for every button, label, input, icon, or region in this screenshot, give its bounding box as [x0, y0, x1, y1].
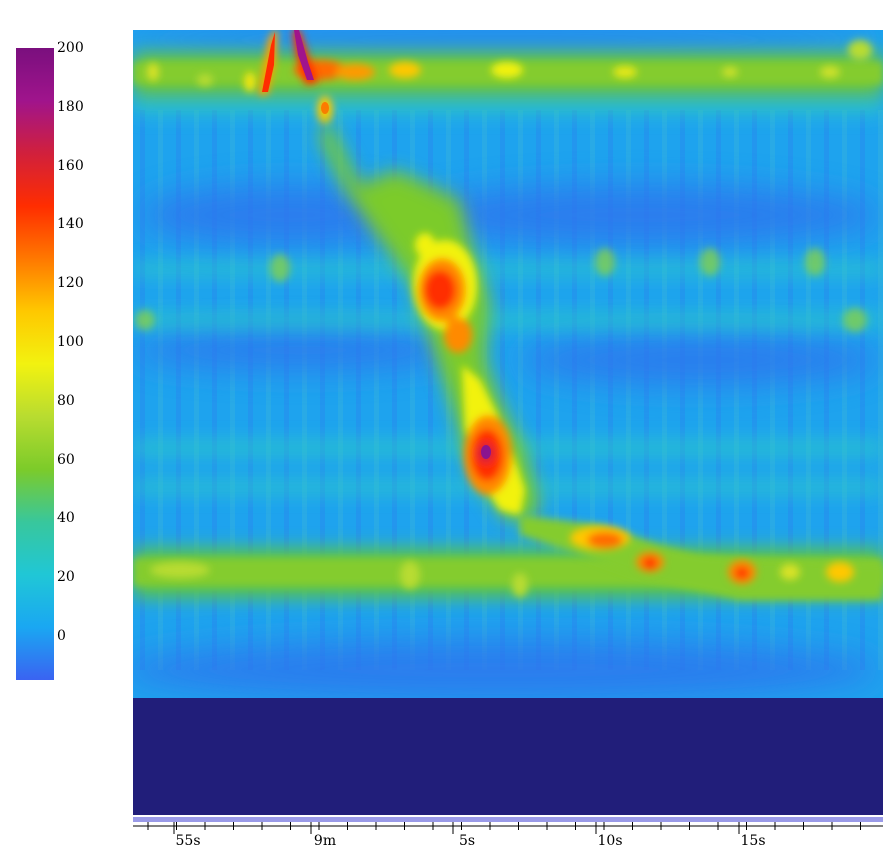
- top-band: [133, 30, 883, 124]
- background-band-spots: [135, 248, 867, 332]
- heatmap-field: [133, 30, 883, 698]
- striation: [338, 110, 343, 670]
- x-tick-label: 15s: [741, 833, 766, 849]
- colorbar-tick-label: 0: [57, 627, 66, 644]
- striation: [608, 110, 613, 670]
- lower-band: [133, 515, 883, 600]
- striation: [626, 110, 631, 670]
- top-band-spots: [147, 40, 872, 92]
- striation: [212, 110, 217, 670]
- hot-spot-core: [481, 445, 491, 459]
- striation: [806, 110, 811, 670]
- striation: [824, 110, 829, 670]
- x-tick-labels: 55s 9m 5s 10s 15s: [173, 822, 766, 849]
- striation: [140, 110, 145, 670]
- colorbar-tick-label: 140: [57, 216, 84, 233]
- striation: [572, 110, 577, 670]
- colorbar-tick-label: 180: [57, 98, 84, 115]
- striation: [842, 110, 847, 670]
- lower-band-spots: [150, 526, 854, 597]
- striation: [158, 110, 163, 670]
- striation: [536, 110, 541, 670]
- striation: [698, 110, 703, 670]
- striation: [518, 110, 523, 670]
- x-tick-label: 9m: [314, 833, 336, 849]
- striation: [428, 110, 433, 670]
- x-minor-ticks: [147, 822, 861, 830]
- striation: [788, 110, 793, 670]
- striation: [410, 110, 415, 670]
- colorbar-tick-label: 160: [57, 157, 84, 174]
- striation: [716, 110, 721, 670]
- x-tick-label: 55s: [176, 833, 201, 849]
- base-panel: [133, 698, 883, 815]
- x-tick-label: 5s: [459, 833, 475, 849]
- striation: [860, 110, 865, 670]
- striation: [662, 110, 667, 670]
- striation: [374, 110, 379, 670]
- striation: [680, 110, 685, 670]
- striation: [284, 110, 289, 670]
- striation: [734, 110, 739, 670]
- x-tick-label: 10s: [598, 833, 623, 849]
- colorbar-tick-label: 200: [57, 40, 84, 56]
- colorbar-tick-label: 100: [57, 333, 84, 350]
- striation: [248, 110, 253, 670]
- striation: [752, 110, 757, 670]
- colorbar-tick-label: 20: [57, 569, 75, 586]
- striation: [554, 110, 559, 670]
- striation: [194, 110, 199, 670]
- striation: [176, 110, 181, 670]
- striation: [230, 110, 235, 670]
- striation: [500, 110, 505, 670]
- striation: [356, 110, 361, 670]
- diagonal-descent: [320, 115, 540, 520]
- striation: [320, 110, 325, 670]
- timeline-bar: [133, 817, 883, 822]
- striation: [878, 110, 883, 670]
- colorbar-tick-label: 80: [57, 392, 75, 409]
- top-streaks: [258, 30, 333, 124]
- striation: [644, 110, 649, 670]
- striation: [770, 110, 775, 670]
- colorbar: [16, 48, 54, 680]
- colorbar-tick-label: 120: [57, 275, 84, 292]
- colorbar-tick-label: 60: [57, 451, 75, 468]
- colorbar-gradient: [16, 48, 54, 680]
- diagonal-upper-hotspot: [413, 233, 477, 353]
- striation: [266, 110, 271, 670]
- striation: [302, 110, 307, 670]
- striation: [590, 110, 595, 670]
- colorbar-tick-label: 40: [57, 510, 75, 527]
- striation: [392, 110, 397, 670]
